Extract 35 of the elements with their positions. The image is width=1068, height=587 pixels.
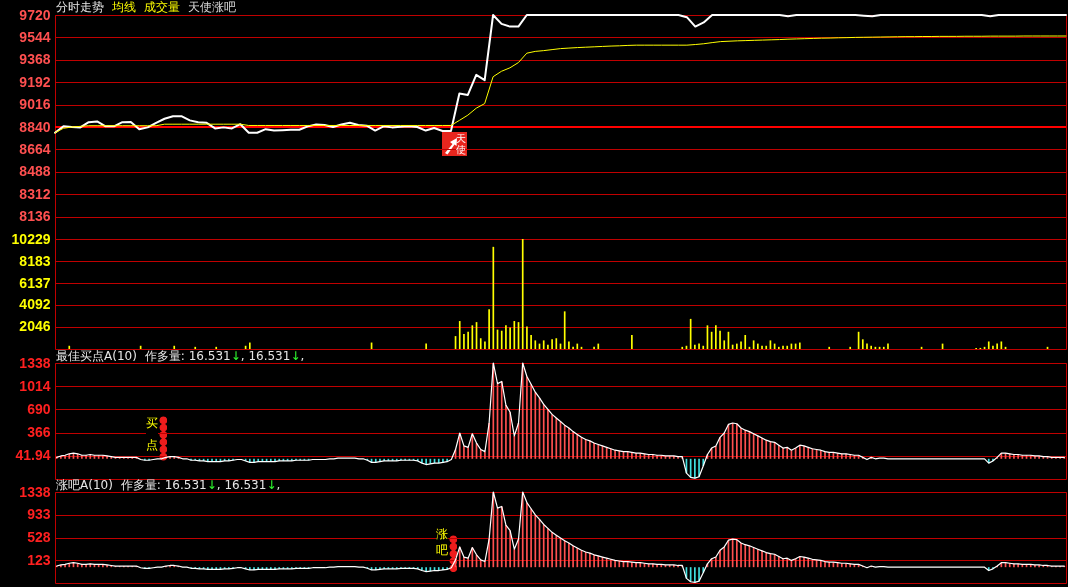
- text: 成交量: [144, 0, 180, 14]
- y-tick-label: 8664: [19, 140, 51, 157]
- y-tick-label: 9720: [19, 6, 51, 23]
- y-tick-label: 6137: [19, 274, 51, 291]
- y-tick-label: 9192: [19, 73, 51, 90]
- chart-title: 涨吧A(10): [56, 478, 113, 492]
- annotation: 买点: [146, 412, 158, 456]
- y-tick-label: 123: [27, 551, 51, 568]
- chart-title: 分时走势: [56, 0, 104, 14]
- y-tick-label: 9544: [19, 28, 51, 45]
- y-tick-label: 366: [27, 424, 51, 441]
- text: 均线: [112, 0, 136, 14]
- y-tick-label: 4092: [19, 296, 51, 313]
- chart-title: 最佳买点A(10): [56, 349, 137, 363]
- y-tick-label: 1014: [19, 377, 51, 394]
- y-tick-label: 528: [27, 529, 51, 545]
- text: 天使涨吧: [188, 0, 236, 14]
- annotation: 涨吧: [436, 526, 448, 558]
- y-tick-label: 8312: [19, 185, 51, 202]
- annotation: 天使: [455, 133, 466, 155]
- y-tick-label: 1338: [19, 483, 51, 500]
- y-tick-label: 2046: [19, 318, 51, 335]
- y-tick-label: 8840: [19, 118, 51, 135]
- y-tick-label: 8183: [19, 252, 51, 269]
- y-tick-label: 690: [27, 400, 51, 417]
- y-tick-label: 41.94: [15, 447, 51, 464]
- chart-subtitle: 作多量: 16.531↓, 16.531↓,: [120, 478, 281, 492]
- y-tick-label: 933: [27, 506, 51, 523]
- y-tick-label: 9368: [19, 51, 51, 68]
- y-tick-label: 9016: [19, 96, 51, 113]
- chart-subtitle: 作多量: 16.531↓, 16.531↓,: [144, 349, 305, 363]
- y-tick-label: 8136: [19, 208, 51, 225]
- y-tick-label: 1338: [19, 354, 51, 371]
- y-tick-label: 8488: [19, 163, 51, 180]
- y-tick-label: 10229: [11, 230, 51, 247]
